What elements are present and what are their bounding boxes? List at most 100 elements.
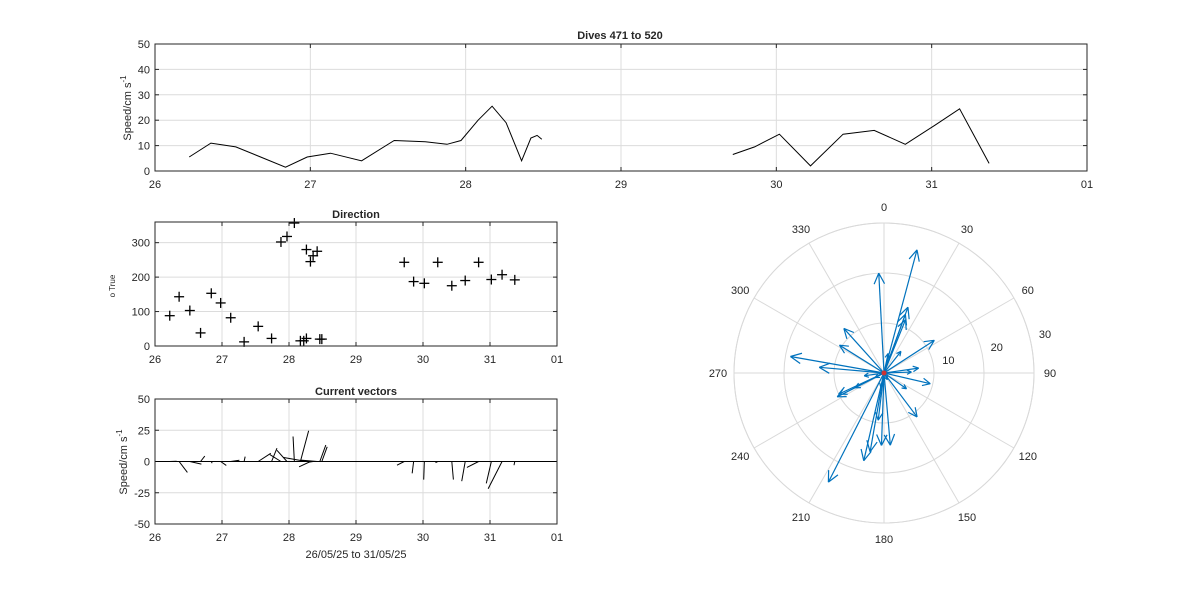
polar-theta-label: 240 bbox=[731, 451, 749, 463]
direction-point bbox=[446, 280, 457, 291]
current-vector-stick bbox=[300, 459, 318, 462]
compass-vector-head bbox=[889, 433, 896, 446]
polar-theta-label: 300 bbox=[731, 285, 749, 297]
vectors-panel-ylabel: Speed/cm s-1 bbox=[115, 429, 130, 495]
ytick-label: 0 bbox=[144, 341, 150, 353]
compass-vector bbox=[873, 272, 886, 374]
compass-vector bbox=[883, 372, 918, 418]
direction-point bbox=[253, 321, 264, 332]
compass-vector-head bbox=[880, 383, 885, 389]
current-vector-stick bbox=[451, 461, 454, 480]
compass-vector bbox=[883, 249, 920, 374]
direction-point bbox=[497, 269, 508, 280]
speed-panel-axes bbox=[154, 43, 1088, 172]
current-vector-stick bbox=[210, 461, 213, 464]
polar-theta-label: 330 bbox=[792, 224, 810, 236]
current-vector-stick bbox=[411, 461, 415, 474]
xtick-label: 26 bbox=[149, 532, 161, 544]
current-vector-stick bbox=[319, 444, 327, 462]
speed-series-line bbox=[188, 105, 543, 168]
ytick-label: 20 bbox=[138, 115, 150, 127]
direction-point bbox=[486, 274, 497, 285]
polar-spoke bbox=[883, 372, 1015, 449]
compass-vector-shaft bbox=[883, 339, 935, 374]
ytick-label: 30 bbox=[138, 90, 150, 102]
direction-point bbox=[301, 333, 312, 344]
ytick-label: 200 bbox=[132, 272, 150, 284]
polar-theta-label: 180 bbox=[875, 534, 893, 546]
compass-vector bbox=[838, 344, 885, 374]
compass-vector-head bbox=[843, 328, 848, 339]
xtick-label: 01 bbox=[1081, 179, 1093, 191]
speed-panel-data bbox=[188, 105, 990, 168]
compass-vector bbox=[827, 372, 885, 483]
direction-point bbox=[312, 246, 323, 257]
speed-panel-ylabel-text: Speed/cm s bbox=[122, 82, 134, 141]
compass-vector-head bbox=[869, 441, 878, 453]
direction-point bbox=[301, 244, 312, 255]
direction-point bbox=[399, 257, 410, 268]
compass-vector-head bbox=[819, 362, 831, 368]
direction-point bbox=[225, 312, 236, 323]
polar-theta-label: 270 bbox=[709, 368, 727, 380]
ytick-label: 40 bbox=[138, 64, 150, 76]
compass-vector bbox=[883, 350, 902, 374]
compass-vector bbox=[883, 372, 931, 387]
xtick-label: 31 bbox=[484, 354, 496, 366]
polar-theta-label: 150 bbox=[958, 512, 976, 524]
xtick-label: 30 bbox=[417, 354, 429, 366]
compass-vector bbox=[883, 339, 935, 374]
vectors-panel: Current vectors 26 27 28 29 30 31 01 -50 -25 0 25 5… bbox=[115, 386, 563, 561]
polar-spoke bbox=[883, 242, 960, 374]
polar-r-label: 30 bbox=[1039, 329, 1051, 341]
ytick-label: 100 bbox=[132, 307, 150, 319]
xtick-label: 01 bbox=[551, 532, 563, 544]
compass-vector-shaft bbox=[843, 328, 885, 374]
speed-panel: Dives 471 to 520 26 27 28 29 30 31 01 0 10 20 30 40… bbox=[119, 30, 1093, 191]
compass-vector-head bbox=[790, 356, 801, 365]
current-vector-stick bbox=[396, 461, 405, 466]
compass-vector-head bbox=[916, 249, 920, 262]
current-vector-stick bbox=[292, 436, 295, 462]
current-vector-stick bbox=[230, 459, 240, 462]
compass-vector-head bbox=[879, 382, 882, 388]
ytick-label: 50 bbox=[138, 394, 150, 406]
vectors-panel-ylabel-sup: -1 bbox=[115, 429, 124, 437]
compass-vector-head bbox=[838, 344, 846, 354]
current-vector-stick bbox=[271, 447, 278, 462]
polar-spoke bbox=[808, 372, 885, 504]
compass-vector-head bbox=[914, 407, 918, 418]
direction-panel-ylabel-sup: o True bbox=[108, 274, 117, 297]
current-vector-stick bbox=[423, 461, 425, 480]
compass-vector-shaft bbox=[819, 366, 885, 374]
xtick-label: 27 bbox=[216, 532, 228, 544]
compass-center-dot bbox=[881, 370, 887, 376]
compass-vector-shaft bbox=[878, 273, 885, 374]
compass-vector-head bbox=[898, 306, 909, 317]
compass-vector-head bbox=[923, 339, 935, 343]
compass-vector bbox=[863, 372, 885, 378]
compass-vector-shaft bbox=[883, 372, 891, 446]
compass-vector bbox=[879, 372, 885, 389]
current-vector-stick bbox=[487, 461, 503, 490]
polar-theta-label: 0 bbox=[881, 202, 887, 214]
direction-point bbox=[275, 236, 286, 247]
direction-point bbox=[473, 257, 484, 268]
compass-vector-head bbox=[912, 365, 919, 369]
compass-vector bbox=[836, 372, 885, 398]
compass-vector-head bbox=[839, 344, 849, 347]
ytick-label: 10 bbox=[138, 141, 150, 153]
direction-point bbox=[195, 327, 206, 338]
speed-panel-ylabel: Speed/cm s-1 bbox=[119, 75, 134, 141]
compass-vector-shaft bbox=[790, 355, 885, 374]
compass-vector-head bbox=[908, 249, 918, 260]
vectors-panel-xlabel: 26/05/25 to 31/05/25 bbox=[306, 549, 407, 561]
compass-vector-shaft bbox=[883, 372, 918, 418]
direction-point bbox=[509, 274, 520, 285]
compass-vector bbox=[883, 313, 908, 374]
compass-vector-head bbox=[907, 307, 910, 320]
vectors-panel-title: Current vectors bbox=[315, 386, 397, 398]
compass-vector-head bbox=[908, 411, 918, 418]
